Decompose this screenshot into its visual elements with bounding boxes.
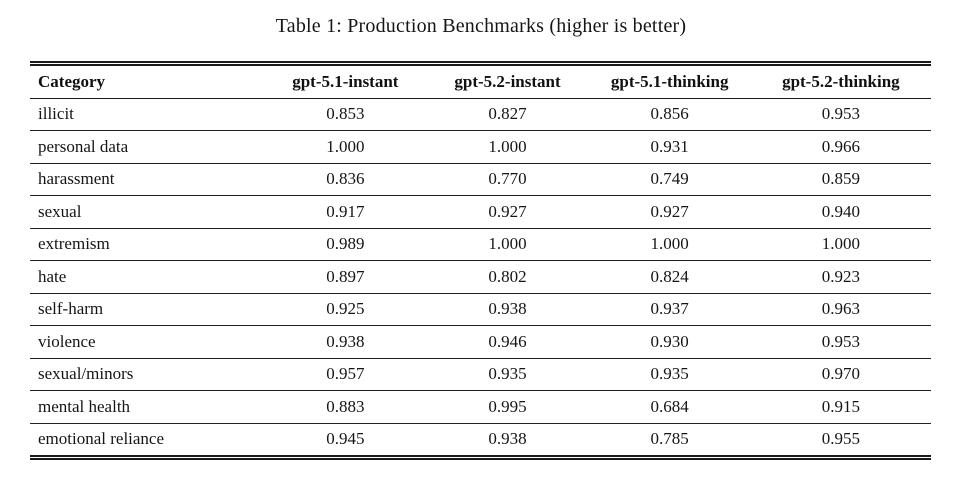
category-cell: hate — [30, 260, 265, 294]
column-header-model: gpt-5.1-instant — [264, 66, 427, 99]
column-header-model: gpt-5.2-instant — [426, 66, 589, 99]
table-row: violence 0.938 0.946 0.930 0.953 — [30, 325, 931, 359]
value-cell: 0.938 — [264, 325, 427, 359]
value-cell: 0.930 — [588, 325, 751, 359]
table-row: hate 0.897 0.802 0.824 0.923 — [30, 260, 931, 294]
value-cell: 0.989 — [264, 228, 427, 261]
value-cell: 0.802 — [426, 260, 589, 294]
value-cell: 0.684 — [588, 390, 751, 424]
value-cell: 0.945 — [326, 429, 365, 449]
value-cell: 1.000 — [264, 130, 427, 164]
value-cell: 0.937 — [588, 293, 751, 326]
value-cell: 0.827 — [426, 98, 589, 131]
table-header: Category gpt-5.1-instant gpt-5.2-instant gp… — [30, 66, 931, 99]
value-cell: 0.995 — [426, 390, 589, 424]
table-row: sexual/minors 0.957 0.935 0.935 0.970 — [30, 358, 931, 391]
column-header-model: gpt-5.1-thinking — [588, 66, 751, 99]
column-header-category: Category — [30, 66, 265, 99]
category-cell: emotional reliance — [38, 429, 165, 449]
value-cell: 0.927 — [588, 195, 751, 229]
value-cell: 0.856 — [588, 98, 751, 131]
category-cell: self-harm — [30, 293, 265, 326]
value-cell: 0.966 — [750, 130, 931, 164]
value-cell: 0.953 — [750, 325, 931, 359]
category-cell: violence — [30, 325, 265, 359]
table: Category gpt-5.1-instant gpt-5.2-instant gp… — [30, 66, 931, 455]
category-cell: illicit — [30, 98, 265, 131]
value-cell: 1.000 — [588, 228, 751, 261]
value-cell: 0.770 — [426, 163, 589, 196]
column-header-model: gpt-5.2-thinking — [750, 66, 931, 99]
table-title: Table 1: Production Benchmarks (higher i… — [275, 15, 687, 37]
value-cell: 0.915 — [750, 390, 931, 424]
value-cell: 0.749 — [588, 163, 751, 196]
value-cell: 0.785 — [650, 429, 689, 449]
table-row: illicit 0.853 0.827 0.856 0.953 — [30, 98, 931, 131]
table-row: self-harm 0.925 0.938 0.937 0.963 — [30, 293, 931, 326]
value-cell: 0.927 — [426, 195, 589, 229]
value-cell: 0.824 — [588, 260, 751, 294]
value-cell: 0.940 — [750, 195, 931, 229]
category-cell: extremism — [30, 228, 265, 261]
value-cell: 0.917 — [264, 195, 427, 229]
table-body: illicit 0.853 0.827 0.856 0.953 personal data… — [30, 98, 931, 455]
value-cell: 0.836 — [264, 163, 427, 196]
value-cell: 0.923 — [750, 260, 931, 294]
table-row: sexual 0.917 0.927 0.927 0.940 — [30, 195, 931, 229]
table-row: personal data 1.000 1.000 0.931 0.966 — [30, 130, 931, 164]
header-row: Category gpt-5.1-instant gpt-5.2-instant gp… — [30, 66, 931, 99]
value-cell: 1.000 — [426, 130, 589, 164]
benchmark-table: Category gpt-5.1-instant gpt-5.2-instant gp… — [30, 61, 931, 460]
value-cell: 0.853 — [264, 98, 427, 131]
value-cell: 0.931 — [588, 130, 751, 164]
table-row: mental health 0.883 0.995 0.684 0.915 — [30, 390, 931, 424]
value-cell: 0.883 — [264, 390, 427, 424]
value-cell: 0.897 — [264, 260, 427, 294]
category-cell: mental health — [30, 390, 265, 424]
value-cell: 0.946 — [426, 325, 589, 359]
value-cell: 0.963 — [750, 293, 931, 326]
value-cell: 0.953 — [750, 98, 931, 131]
value-cell: 0.957 — [264, 358, 427, 391]
value-cell: 0.925 — [264, 293, 427, 326]
value-cell: 0.955 — [821, 429, 860, 449]
value-cell: 1.000 — [750, 228, 931, 261]
value-cell: 0.938 — [488, 429, 527, 449]
table-row: extremism 0.989 1.000 1.000 1.000 — [30, 228, 931, 261]
value-cell: 0.859 — [750, 163, 931, 196]
value-cell: 0.935 — [426, 358, 589, 391]
table-row: emotional reliance 0.945 0.938 0.785 0.955 — [30, 423, 931, 455]
value-cell: 0.938 — [426, 293, 589, 326]
value-cell: 1.000 — [426, 228, 589, 261]
value-cell: 0.970 — [750, 358, 931, 391]
table-row: harassment 0.836 0.770 0.749 0.859 — [30, 163, 931, 196]
category-cell: sexual/minors — [30, 358, 265, 391]
value-cell: 0.935 — [588, 358, 751, 391]
category-cell: sexual — [30, 195, 265, 229]
category-cell: personal data — [30, 130, 265, 164]
category-cell: harassment — [30, 163, 265, 196]
